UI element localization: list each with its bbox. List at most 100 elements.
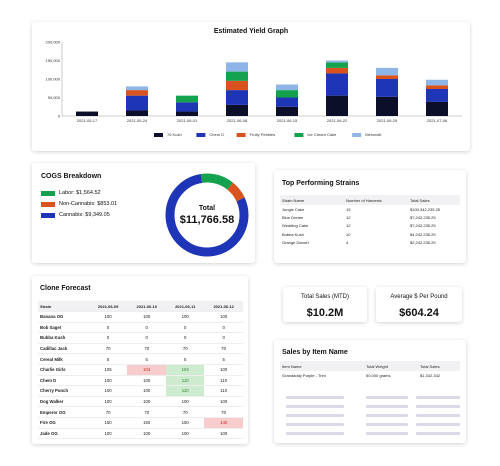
y-tick-label: 100,000 [46,77,61,82]
cogs-legend-cannabis: Cannabis: $9,349.05 [41,212,110,218]
bar-segment [426,79,448,86]
x-tick-label: 2021-06-22 [327,118,348,123]
legend-swatch [236,133,246,137]
strain-name-cell: Dog Walker [40,399,64,405]
legend-swatch [41,201,55,207]
bar-segment [376,75,398,79]
placeholder-bar [366,423,408,426]
bar-segment [326,73,348,96]
legend-swatch [352,133,362,137]
forecast-cell: 70 [182,346,188,352]
placeholder-bar [416,432,460,435]
harvest-count-cell: 4 [346,239,349,245]
column-header: Strain [38,301,89,312]
column-header: 2021-06-12 [204,301,243,312]
forecast-cell: 110 [220,377,228,383]
placeholder-bar [416,396,460,399]
cogs-title: COGS Breakdown [41,173,102,180]
forecast-cell: 5 [106,356,110,362]
forecast-cell: 0 [222,324,225,330]
table-row: Wedding Cake 12 $7,242,235.25 [280,222,460,230]
bar-segment [126,86,148,91]
sales-by-item-card: Sales by Item Name Item Name Total Weigh… [274,340,466,443]
forecast-cell: 110 [166,375,205,386]
forecast-cell: 150 [143,420,151,426]
forecast-cell: 100 [143,314,151,320]
forecast-cell: 70 [105,346,111,352]
legend-label: Ice Cream Cake [307,132,337,137]
item-name-cell: Grandaddy Purple - Trim [282,372,326,378]
clone-forecast-card: Clone Forecast Strain 2021-06-09 2021-06-1… [32,276,248,444]
forecast-cell: 110 [166,385,205,397]
placeholder-bar [416,414,460,417]
table-row: Blue Dream 12 $7,242,235.25 [280,213,460,221]
forecast-cell: 100 [220,430,228,436]
legend-label: Labor: $1,564.52 [59,190,101,196]
legend-swatch [154,133,163,137]
bar-segment [176,102,198,112]
table-row: Charlie Girls 105 104 104 100 [38,364,243,376]
item-weight-cell: 50,000 grams [366,372,391,378]
forecast-cell: 140 [204,417,243,429]
column-header: Number of Harvests [344,195,408,205]
total-sales-cell: $2,242,235.25 [410,239,436,245]
column-header: 2021-06-11 [166,301,205,312]
clone-forecast-title: Clone Forecast [40,285,91,292]
placeholder-bar [286,396,344,399]
strain-name-cell: Cadillac Jack [40,346,68,352]
table-row: Bubba Kush 0 0 0 0 [38,333,243,344]
strain-name-cell: Charlie Girls [40,367,66,373]
legend-swatch [294,133,304,137]
forecast-cell: 100 [181,430,189,436]
forecast-cell: 100 [181,399,189,405]
forecast-cell: 70 [144,346,150,352]
bar-segment [326,60,348,63]
x-tick-label: 2021-07-06 [427,118,448,123]
forecast-cell: 100 [143,377,151,383]
top-strains-card: Top Performing Strains Strain Name Numbe… [274,170,466,263]
table-row: Fire OG 150 150 150 140 [38,417,243,429]
table-row: Cherry Punch 100 100 110 110 [38,385,243,397]
legend-swatch [196,133,206,137]
donut-slice [165,173,249,257]
forecast-cell: 110 [220,388,228,394]
cogs-donut-chart [165,173,249,257]
legend-label: Fruity Pebbles [250,132,276,137]
harvest-count-cell: 12 [346,214,351,220]
column-header: Item Name [280,361,364,371]
forecast-cell: 100 [181,314,189,320]
average-price-label: Average $ Per Pound [390,294,448,300]
table-row: Bubba Kush 10 $4,242,235.25 [280,230,460,238]
cogs-legend-labor: Labor: $1,564.52 [41,190,101,196]
yield-chart: 200,000 150,000 100,000 50,000 0 2021-05-17 20… [46,40,462,137]
forecast-cell: 0 [184,335,187,341]
placeholder-bar [286,414,344,417]
forecast-cell: 70 [144,409,150,415]
legend-label: Melonotti [365,132,381,137]
forecast-cell: 0 [145,335,148,341]
forecast-cell: 104 [127,364,167,376]
legend-label: Cannabis: $9,349.05 [59,212,110,218]
harvest-count-cell: 15 [346,206,351,212]
placeholder-bar [416,405,460,408]
cogs-legend-non-cannabis: Non-Cannabis: $853.01 [41,201,117,207]
placeholder-bar [286,432,344,435]
forecast-cell: 5 [145,356,148,362]
top-strains-table: Strain Name Number of Harvests Total Sal… [280,195,460,246]
table-row: Orange DanuH 4 $2,242,235.25 [280,238,460,246]
strain-name-cell: Orange DanuH [282,239,309,245]
forecast-cell: 150 [104,420,112,426]
total-sales-value: $10.2M [306,307,344,319]
strain-name-cell: Wedding Cake [282,223,309,229]
table-row: Emperor OG 70 70 70 70 [38,407,243,418]
total-sales-cell: $4,242,235.25 [410,231,436,237]
yield-chart-card: Estimated Yield Graph 200,000 150,000 100,… [32,22,470,151]
legend-swatch [41,212,55,218]
y-tick-label: 150,000 [46,58,61,63]
total-sales-card: Total Sales (MTD) $10.2M [283,287,367,322]
forecast-cell: 100 [220,367,228,373]
strain-name-cell: Emperor OG [40,409,66,415]
bar-segment [226,71,248,81]
forecast-cell: 105 [104,367,112,373]
table-row: Chem D 100 100 110 110 [38,375,243,386]
